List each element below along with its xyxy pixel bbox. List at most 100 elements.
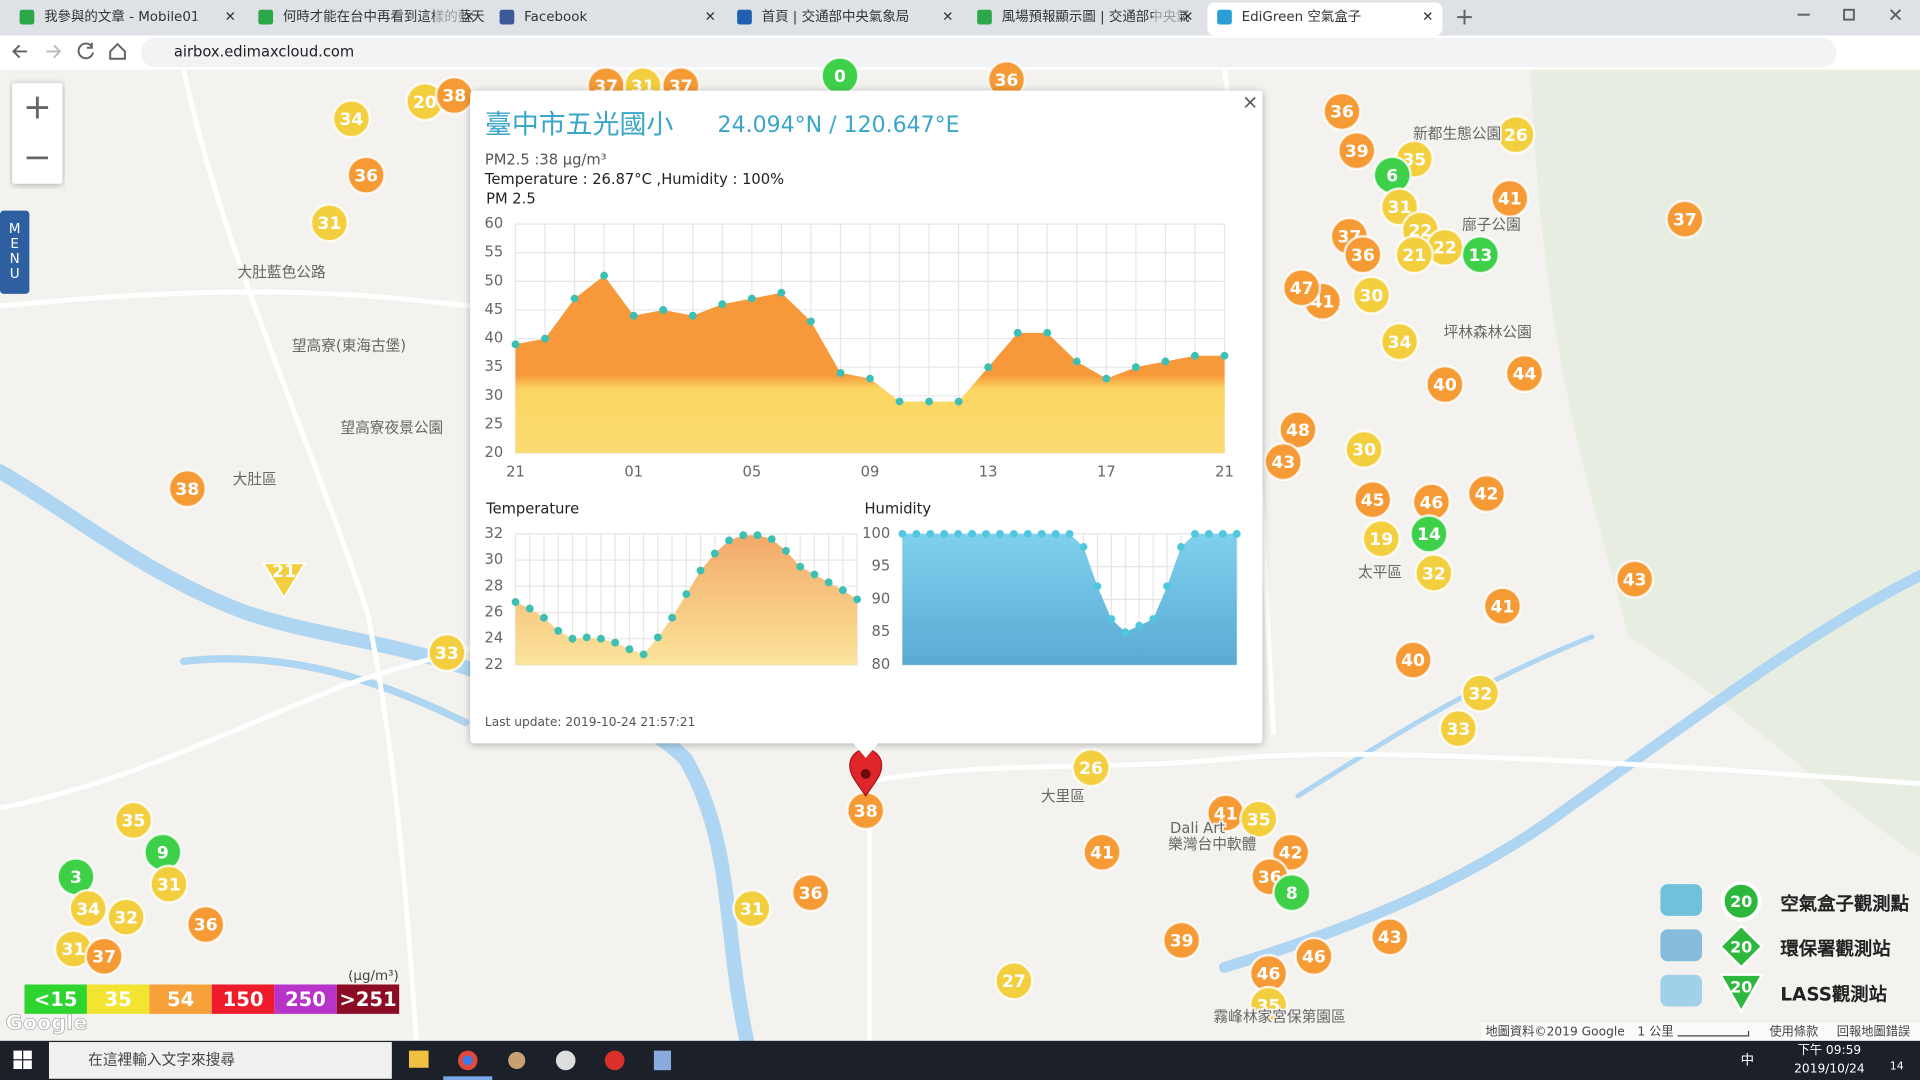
station-marker[interactable] — [1615, 559, 1655, 599]
tab-fade — [434, 4, 462, 30]
zoom-out[interactable]: − — [23, 138, 52, 178]
station-marker[interactable] — [68, 888, 108, 929]
clock-time[interactable]: 下午 09:59 — [1798, 1043, 1862, 1057]
station-marker[interactable] — [1239, 799, 1279, 839]
station-marker[interactable] — [1425, 364, 1465, 405]
station-marker[interactable] — [1380, 322, 1420, 362]
station-marker[interactable] — [1361, 519, 1401, 559]
marker-value: 41 — [1214, 804, 1238, 824]
station-marker[interactable] — [1248, 985, 1289, 1025]
station-marker[interactable] — [1482, 586, 1523, 626]
data-point — [796, 562, 805, 571]
tab-close[interactable]: ✕ — [463, 10, 474, 25]
data-point — [511, 340, 520, 349]
tab-title[interactable]: 風場預報顯示圖 | 交通部中央氣 — [1002, 8, 1190, 25]
report-link[interactable]: 回報地圖錯誤 — [1837, 1024, 1910, 1039]
station-marker[interactable] — [346, 155, 386, 195]
tab-title[interactable]: EdiGreen 空氣盒子 — [1242, 8, 1362, 25]
search-box[interactable] — [48, 1042, 392, 1079]
menu-label[interactable]: MENU — [7, 222, 22, 282]
tab-close[interactable]: ✕ — [225, 10, 236, 25]
station-marker[interactable] — [1504, 353, 1545, 394]
marker-value: 43 — [1623, 570, 1647, 590]
station-marker[interactable] — [1394, 235, 1434, 275]
marker-value: 31 — [1388, 198, 1412, 218]
station-marker[interactable] — [1393, 640, 1433, 680]
badge-value: 20 — [1730, 978, 1752, 997]
station-marker[interactable] — [1082, 832, 1122, 872]
station-marker[interactable] — [994, 961, 1034, 1001]
omnibox[interactable] — [140, 37, 1837, 68]
station-marker[interactable] — [1263, 442, 1303, 482]
station-marker[interactable] — [1162, 920, 1202, 960]
marker-value: 30 — [1360, 286, 1384, 306]
close-button[interactable]: × — [1242, 90, 1258, 113]
data-point — [777, 288, 786, 297]
url[interactable]: airbox.edimaxcloud.com — [174, 44, 354, 61]
tab-icon — [19, 9, 35, 25]
station-marker[interactable] — [113, 800, 154, 840]
station-marker[interactable] — [1337, 131, 1377, 171]
data-point — [570, 294, 579, 303]
marker-value: 36 — [995, 71, 1019, 91]
tab-close[interactable]: ✕ — [942, 10, 953, 25]
clock-date[interactable]: 2019/10/24 — [1794, 1061, 1865, 1075]
station-marker[interactable] — [1351, 275, 1392, 315]
tab-close[interactable]: ✕ — [1182, 10, 1193, 25]
marker-value: 46 — [1257, 965, 1281, 985]
tab-title[interactable]: 何時才能在台中再看到這樣的藍天 — [283, 8, 485, 25]
station-marker[interactable] — [427, 633, 467, 673]
data-point — [739, 531, 748, 540]
station-marker[interactable] — [106, 897, 146, 937]
station-marker[interactable] — [1344, 429, 1384, 469]
data-point — [1107, 615, 1116, 623]
notification-count[interactable]: 14 — [1890, 1060, 1904, 1073]
data-point — [1065, 529, 1074, 538]
station-icon — [1660, 974, 1703, 1007]
station-marker[interactable] — [186, 904, 226, 945]
legend-unit: (μg/m³) — [348, 969, 399, 984]
station-marker[interactable] — [167, 468, 207, 509]
station-marker[interactable] — [1496, 115, 1536, 155]
station-marker[interactable] — [84, 936, 124, 976]
station-marker[interactable] — [331, 99, 372, 139]
lass-marker[interactable] — [261, 562, 307, 600]
station-marker[interactable] — [1071, 748, 1111, 788]
zoom-in[interactable]: + — [23, 87, 52, 127]
station-marker[interactable] — [1414, 553, 1454, 593]
tab-close[interactable]: ✕ — [705, 10, 716, 25]
station-marker[interactable] — [1460, 673, 1501, 713]
station-marker[interactable] — [149, 864, 189, 904]
badge-value: 20 — [1730, 892, 1752, 911]
station-marker[interactable] — [1490, 178, 1530, 218]
ime-indicator[interactable]: 中 — [1741, 1052, 1754, 1068]
station-marker[interactable] — [1343, 235, 1383, 275]
last-update: Last update: 2019-10-24 21:57:21 — [485, 715, 695, 729]
station-marker[interactable] — [1460, 235, 1501, 275]
station-marker[interactable] — [1409, 514, 1449, 554]
menu-button[interactable] — [0, 210, 30, 294]
station-marker[interactable] — [1466, 473, 1507, 514]
legend-label: <15 — [34, 988, 78, 1011]
data-point — [1135, 621, 1144, 630]
station-marker[interactable] — [1322, 91, 1362, 132]
station-marker[interactable] — [309, 203, 349, 243]
station-marker[interactable] — [791, 873, 831, 913]
station-marker[interactable] — [1278, 410, 1318, 450]
tab-title[interactable]: Facebook — [524, 10, 587, 25]
station-marker[interactable] — [1353, 480, 1393, 520]
tab-title[interactable]: 首頁 | 交通部中央氣象局 — [762, 8, 910, 25]
station-marker[interactable] — [1282, 268, 1322, 308]
station-marker[interactable] — [732, 888, 772, 929]
station-marker[interactable] — [1665, 199, 1705, 239]
marker-value: 33 — [1446, 720, 1470, 740]
search-placeholder[interactable]: 在這裡輸入文字來搜尋 — [88, 1051, 235, 1068]
station-marker[interactable] — [1438, 708, 1478, 749]
station-marker[interactable] — [1370, 917, 1410, 957]
tab-title[interactable]: 我參與的文章 - Mobile01 — [44, 8, 199, 25]
station-marker[interactable] — [1294, 936, 1334, 976]
terms-link[interactable]: 使用條款 — [1769, 1024, 1818, 1039]
tab-close[interactable]: ✕ — [1422, 10, 1433, 25]
station-marker[interactable] — [1272, 873, 1312, 913]
